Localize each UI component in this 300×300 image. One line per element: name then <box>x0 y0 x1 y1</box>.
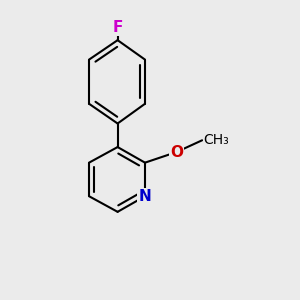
Text: N: N <box>139 189 152 204</box>
Text: O: O <box>170 145 183 160</box>
Text: CH₃: CH₃ <box>204 133 229 147</box>
Text: F: F <box>112 20 123 35</box>
